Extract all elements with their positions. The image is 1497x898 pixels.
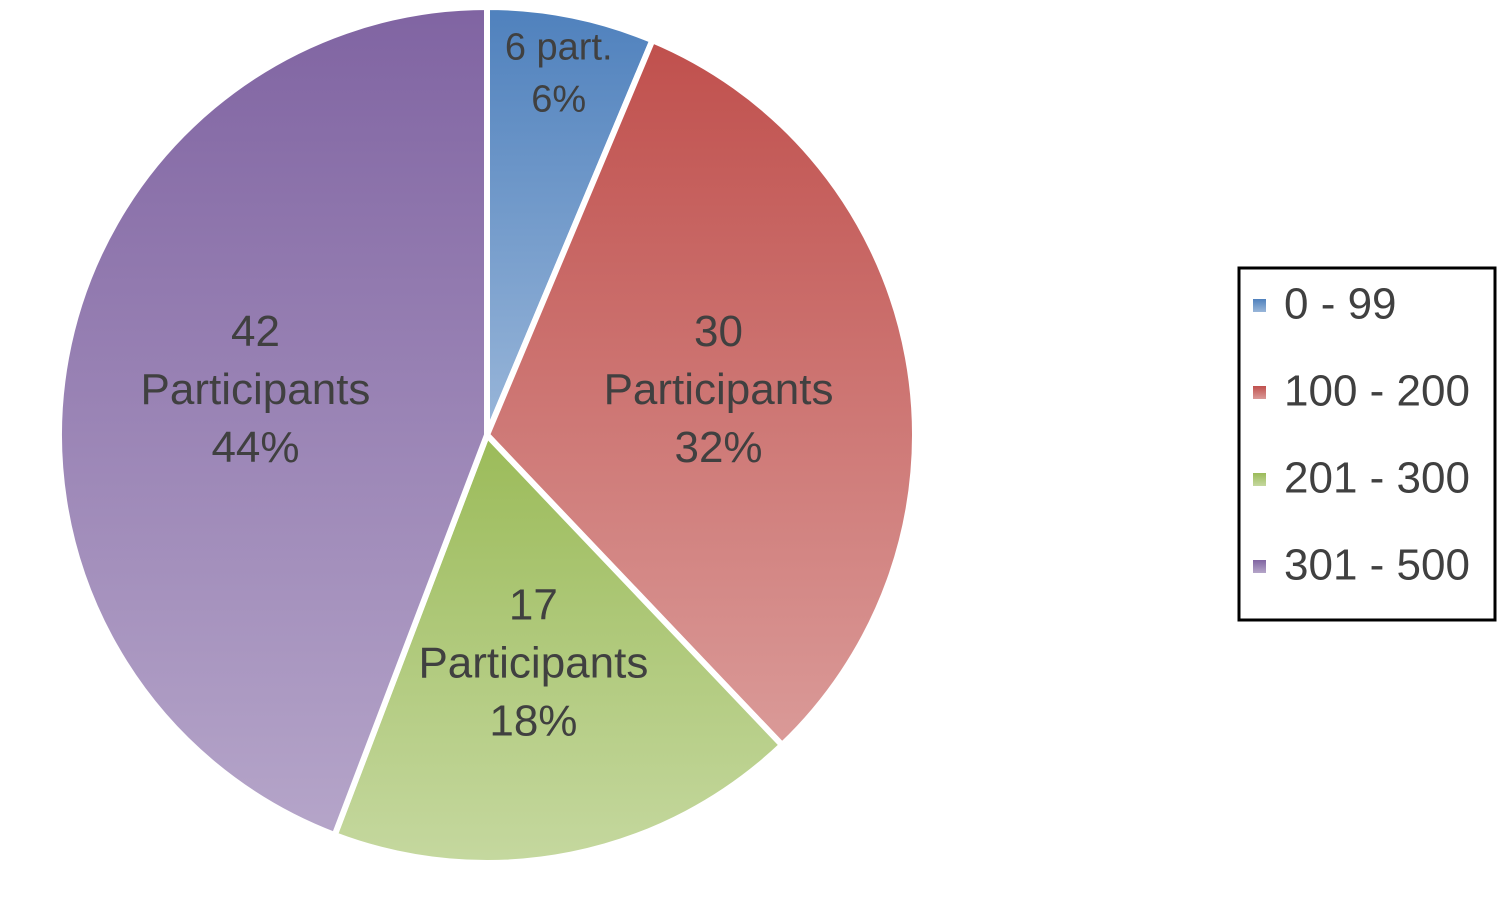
- pie: [55, 4, 918, 866]
- legend-label: 301 - 500: [1284, 541, 1470, 590]
- slice: [484, 4, 656, 438]
- slice-percent: 44%: [211, 423, 299, 472]
- slice-percent: 6%: [531, 78, 586, 120]
- legend-label: 201 - 300: [1284, 454, 1470, 503]
- legend-box: [1237, 266, 1497, 622]
- legend-label: 0 - 99: [1284, 280, 1397, 329]
- slice: [484, 37, 918, 749]
- legend-marker: [1253, 560, 1266, 573]
- slice-percent: 18%: [489, 696, 577, 745]
- slice-labels: 6 part. 6% 30 Participants 32% 17 Participants…: [141, 26, 834, 745]
- slice-label: 6 part.: [505, 26, 613, 68]
- slice-label: Participants: [604, 365, 834, 414]
- slice-label: 17: [509, 580, 558, 629]
- slice-label: 42: [231, 307, 280, 356]
- slice-label: Participants: [141, 365, 371, 414]
- legend: 0 - 99 100 - 200 201 - 300 301 - 500: [1237, 266, 1497, 622]
- legend-marker: [1253, 386, 1266, 399]
- legend-marker: [1253, 473, 1266, 486]
- legend-marker: [1253, 299, 1266, 312]
- legend-label: 100 - 200: [1284, 367, 1470, 416]
- slice-label: Participants: [418, 638, 648, 687]
- slice: [55, 4, 490, 838]
- slice-percent: 32%: [674, 423, 762, 472]
- slice-label: 30: [694, 307, 743, 356]
